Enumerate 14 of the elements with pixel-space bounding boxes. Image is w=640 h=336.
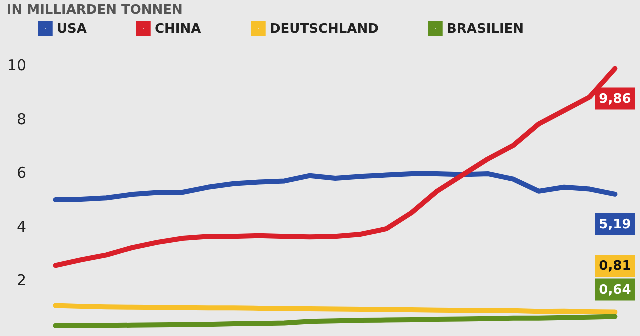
- data-label: 0,64: [599, 282, 632, 298]
- y-tick-label: 6: [16, 164, 26, 182]
- legend-label: USA: [57, 22, 87, 37]
- legend-label: DEUTSCHLAND: [270, 22, 380, 37]
- chart-title: IN MILLIARDEN TONNEN: [6, 3, 183, 18]
- legend-label: BRASILIEN: [447, 22, 524, 37]
- y-tick-label: 8: [16, 110, 26, 128]
- y-tick-label: 4: [16, 218, 26, 236]
- data-label: 5,19: [599, 217, 632, 232]
- data-label: 0,81: [599, 259, 632, 274]
- y-tick-label: 10: [7, 56, 26, 74]
- y-tick-label: 2: [16, 272, 26, 290]
- legend-label: CHINA: [155, 22, 202, 37]
- data-label: 9,86: [599, 92, 632, 107]
